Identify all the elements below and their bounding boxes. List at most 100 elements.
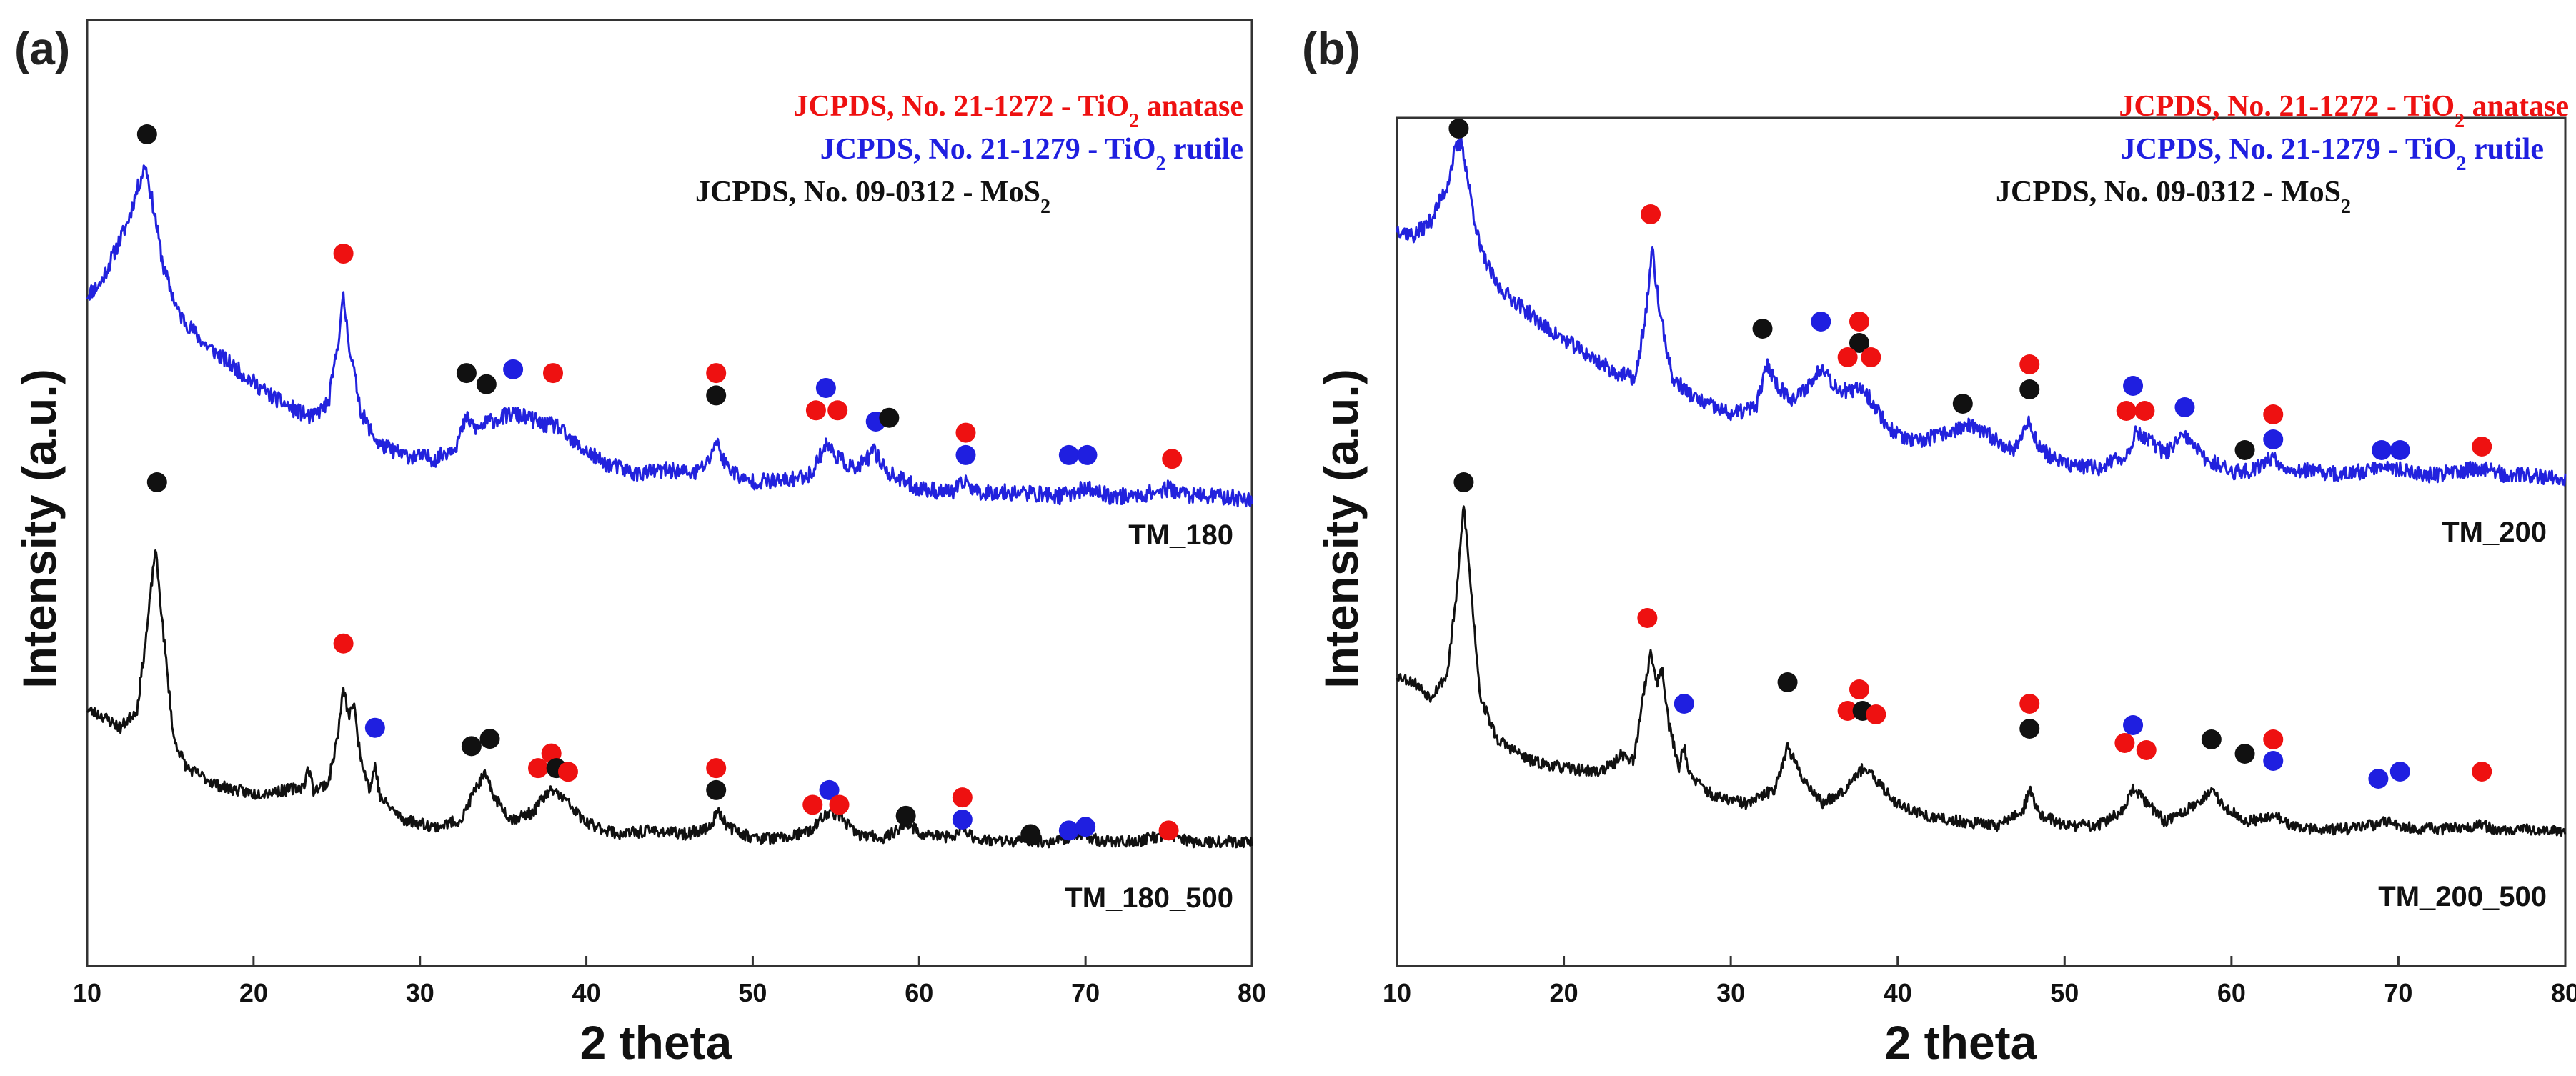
- panel-b-marker-rutile: [1674, 694, 1694, 714]
- panel-a-series-tm-180-500: [86, 549, 1253, 849]
- panel-b-marker-anatase: [2134, 401, 2155, 421]
- panel-a-marker-rutile: [503, 359, 524, 379]
- panel-b-marker-mos2: [2234, 440, 2255, 460]
- panel-b-marker-mos2: [1777, 672, 1798, 692]
- panel-b-marker-anatase: [2472, 437, 2492, 457]
- panel-b: (b) Intensity (a.u.) 2 theta 10 20 30 40 50 6…: [1302, 23, 2576, 1069]
- panel-b-xtick-label: 80: [2551, 978, 2576, 1007]
- panel-b-ylabel-wrap: Intensity (a.u.): [1315, 369, 1368, 688]
- panel-a-marker-mos2: [1020, 824, 1041, 845]
- panel-a-marker-anatase: [333, 633, 354, 654]
- panel-a-legend-mos2: JCPDS, No. 09-0312 - MoS2: [695, 176, 1050, 218]
- panel-b-marker-anatase: [1849, 312, 1869, 332]
- panel-a-marker-anatase: [829, 794, 850, 815]
- panel-a-marker-anatase: [706, 758, 727, 779]
- panel-b-marker-anatase: [2263, 729, 2284, 749]
- panel-b-marker-anatase: [1866, 704, 1886, 724]
- panel-b-marker-rutile: [2372, 440, 2392, 460]
- panel-b-marker-anatase: [1861, 347, 1881, 367]
- panel-a-plot-area: 10 20 30 40 50 60 70 80 TM_180 TM_180_500: [73, 19, 1266, 1007]
- panel-b-series-tm-200-500: [1396, 505, 2567, 837]
- panel-a-marker-anatase: [528, 758, 549, 779]
- panel-b-marker-anatase: [2263, 404, 2284, 424]
- panel-a-marker-rutile: [955, 444, 976, 465]
- panel-a-marker-mos2: [476, 374, 497, 394]
- panel-a-series-label: TM_180: [1128, 519, 1233, 551]
- panel-b-marker-mos2: [1952, 394, 1973, 414]
- panel-a-xtick-label: 30: [406, 978, 434, 1007]
- panel-a-marker-rutile: [1058, 444, 1079, 465]
- panel-a-marker-mos2: [706, 779, 727, 800]
- panel-b-xtick-label: 20: [1550, 978, 1578, 1007]
- panel-a-marker-rutile: [952, 809, 973, 830]
- panel-a-marker-anatase: [952, 787, 973, 808]
- panel-b-marker-anatase: [1837, 701, 1858, 721]
- panel-b-marker-anatase: [2114, 733, 2135, 753]
- panel-b-xtick-label: 50: [2050, 978, 2079, 1007]
- panel-a-marker-mos2: [895, 805, 916, 826]
- panel-a-series-label: TM_180_500: [1065, 882, 1233, 914]
- panel-a-xlabel: 2 theta: [580, 1016, 733, 1069]
- panel-b-legend-anatase: JCPDS, No. 21-1272 - TiO2 anatase: [2119, 90, 2569, 132]
- panel-b-marker-mos2: [1448, 119, 1469, 139]
- panel-a-marker-mos2: [879, 407, 900, 428]
- panel-b-xlabel: 2 theta: [1885, 1016, 2038, 1069]
- panel-a-xtick-label: 10: [73, 978, 101, 1007]
- panel-b-marker-anatase: [1641, 204, 1661, 224]
- panel-a-marker-mos2: [461, 736, 482, 757]
- panel-b-marker-mos2: [1849, 333, 1869, 353]
- panel-b-legend-rutile: JCPDS, No. 21-1279 - TiO2 rutile: [2121, 133, 2544, 175]
- panel-b-marker-rutile: [2263, 429, 2284, 449]
- panel-b-marker-rutile: [2123, 376, 2144, 396]
- panel-a-marker-anatase: [543, 363, 563, 384]
- panel-b-marker-mos2: [2201, 729, 2222, 749]
- panel-a: (a) Intensity (a.u.) 2 theta 10 20 30 40 50 6…: [13, 19, 1266, 1069]
- panel-b-marker-rutile: [2389, 762, 2410, 782]
- panel-a-marker-anatase: [827, 400, 848, 421]
- panel-a-xtick-label: 50: [738, 978, 767, 1007]
- panel-a-marker-anatase: [333, 244, 354, 264]
- panel-b-marker-mos2: [2234, 744, 2255, 764]
- panel-a-marker-anatase: [955, 422, 976, 443]
- panel-a-xtick-label: 20: [239, 978, 268, 1007]
- panel-b-marker-rutile: [2174, 397, 2195, 417]
- panel-a-ylabel: Intensity (a.u.): [13, 369, 66, 688]
- panel-b-xtick-label: 60: [2217, 978, 2246, 1007]
- panel-a-marker-anatase: [1158, 820, 1179, 841]
- panel-a-legend-rutile: JCPDS, No. 21-1279 - TiO2 rutile: [820, 133, 1243, 175]
- panel-a-marker-anatase: [805, 400, 826, 421]
- panel-b-marker-anatase: [1637, 608, 1658, 628]
- panel-a-marker-mos2: [479, 729, 500, 749]
- panel-b-marker-rutile: [2263, 751, 2284, 771]
- panel-a-xtick-label: 40: [572, 978, 601, 1007]
- panel-a-label: (a): [14, 23, 70, 74]
- panel-b-marker-mos2: [2019, 719, 2040, 739]
- panel-a-xtick-label: 70: [1071, 978, 1100, 1007]
- panel-b-marker-rutile: [1811, 312, 1831, 332]
- panel-a-ylabel-wrap: Intensity (a.u.): [13, 369, 66, 688]
- panel-a-marker-rutile: [1075, 817, 1096, 837]
- panel-b-marker-rutile: [2368, 769, 2389, 789]
- panel-a-series-tm-180: [86, 164, 1253, 508]
- panel-b-xtick-label: 40: [1884, 978, 1912, 1007]
- panel-a-marker-rutile: [1077, 444, 1098, 465]
- panel-a-marker-mos2: [456, 363, 477, 384]
- panel-a-xtick-label: 80: [1238, 978, 1266, 1007]
- panel-a-marker-mos2: [136, 124, 157, 144]
- panel-b-marker-anatase: [2019, 354, 2040, 374]
- panel-b-xtick-label: 70: [2384, 978, 2412, 1007]
- panel-b-marker-anatase: [2472, 762, 2492, 782]
- panel-a-plot-frame: [86, 19, 1253, 967]
- panel-b-label: (b): [1302, 23, 1361, 74]
- panel-b-plot-area: 10 20 30 40 50 60 70 80 TM_200 TM_200_500: [1383, 116, 2576, 1007]
- panel-b-xtick-label: 30: [1716, 978, 1745, 1007]
- panel-b-series-tm-200: [1396, 136, 2567, 487]
- panel-b-marker-mos2: [1453, 472, 1474, 492]
- panel-b-marker-mos2: [2019, 379, 2040, 399]
- panel-b-xtick-label: 10: [1383, 978, 1411, 1007]
- panel-a-marker-anatase: [706, 363, 727, 384]
- panel-a-marker-anatase: [557, 762, 578, 782]
- panel-b-marker-rutile: [2123, 715, 2144, 735]
- panel-b-marker-anatase: [1849, 679, 1869, 699]
- panel-a-marker-mos2: [146, 472, 167, 492]
